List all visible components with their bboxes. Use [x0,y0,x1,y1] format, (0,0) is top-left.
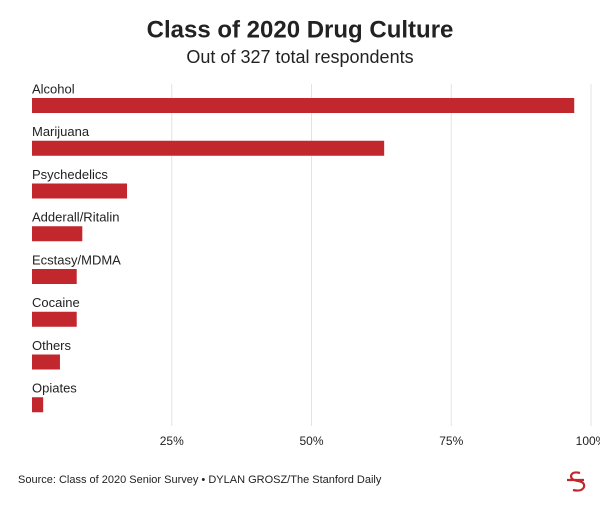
bar [32,269,77,284]
bar [32,397,44,413]
source-note: Source: Class of 2020 Senior Survey • DY… [18,474,382,486]
category-label: Ecstasy/MDMA [32,252,121,267]
x-tick-label: 25% [160,434,184,448]
bar [32,311,77,327]
category-label: Psychedelics [32,167,108,182]
x-tick-label: 50% [299,434,323,448]
chart-subtitle: Out of 327 total respondents [186,47,413,67]
category-label: Opiates [32,381,77,396]
category-label: Adderall/Ritalin [32,210,119,225]
chart-title: Class of 2020 Drug Culture [147,16,454,43]
category-label: Others [32,338,72,353]
category-label: Alcohol [32,81,75,96]
bar [32,98,575,113]
category-label: Marijuana [32,124,90,139]
category-label: Cocaine [32,295,80,310]
bar [32,140,385,156]
bar [32,183,128,199]
bar [32,354,60,370]
x-tick-label: 75% [439,434,463,448]
logo [567,471,586,492]
bar [32,226,83,242]
x-tick-label: 100% [576,434,600,448]
